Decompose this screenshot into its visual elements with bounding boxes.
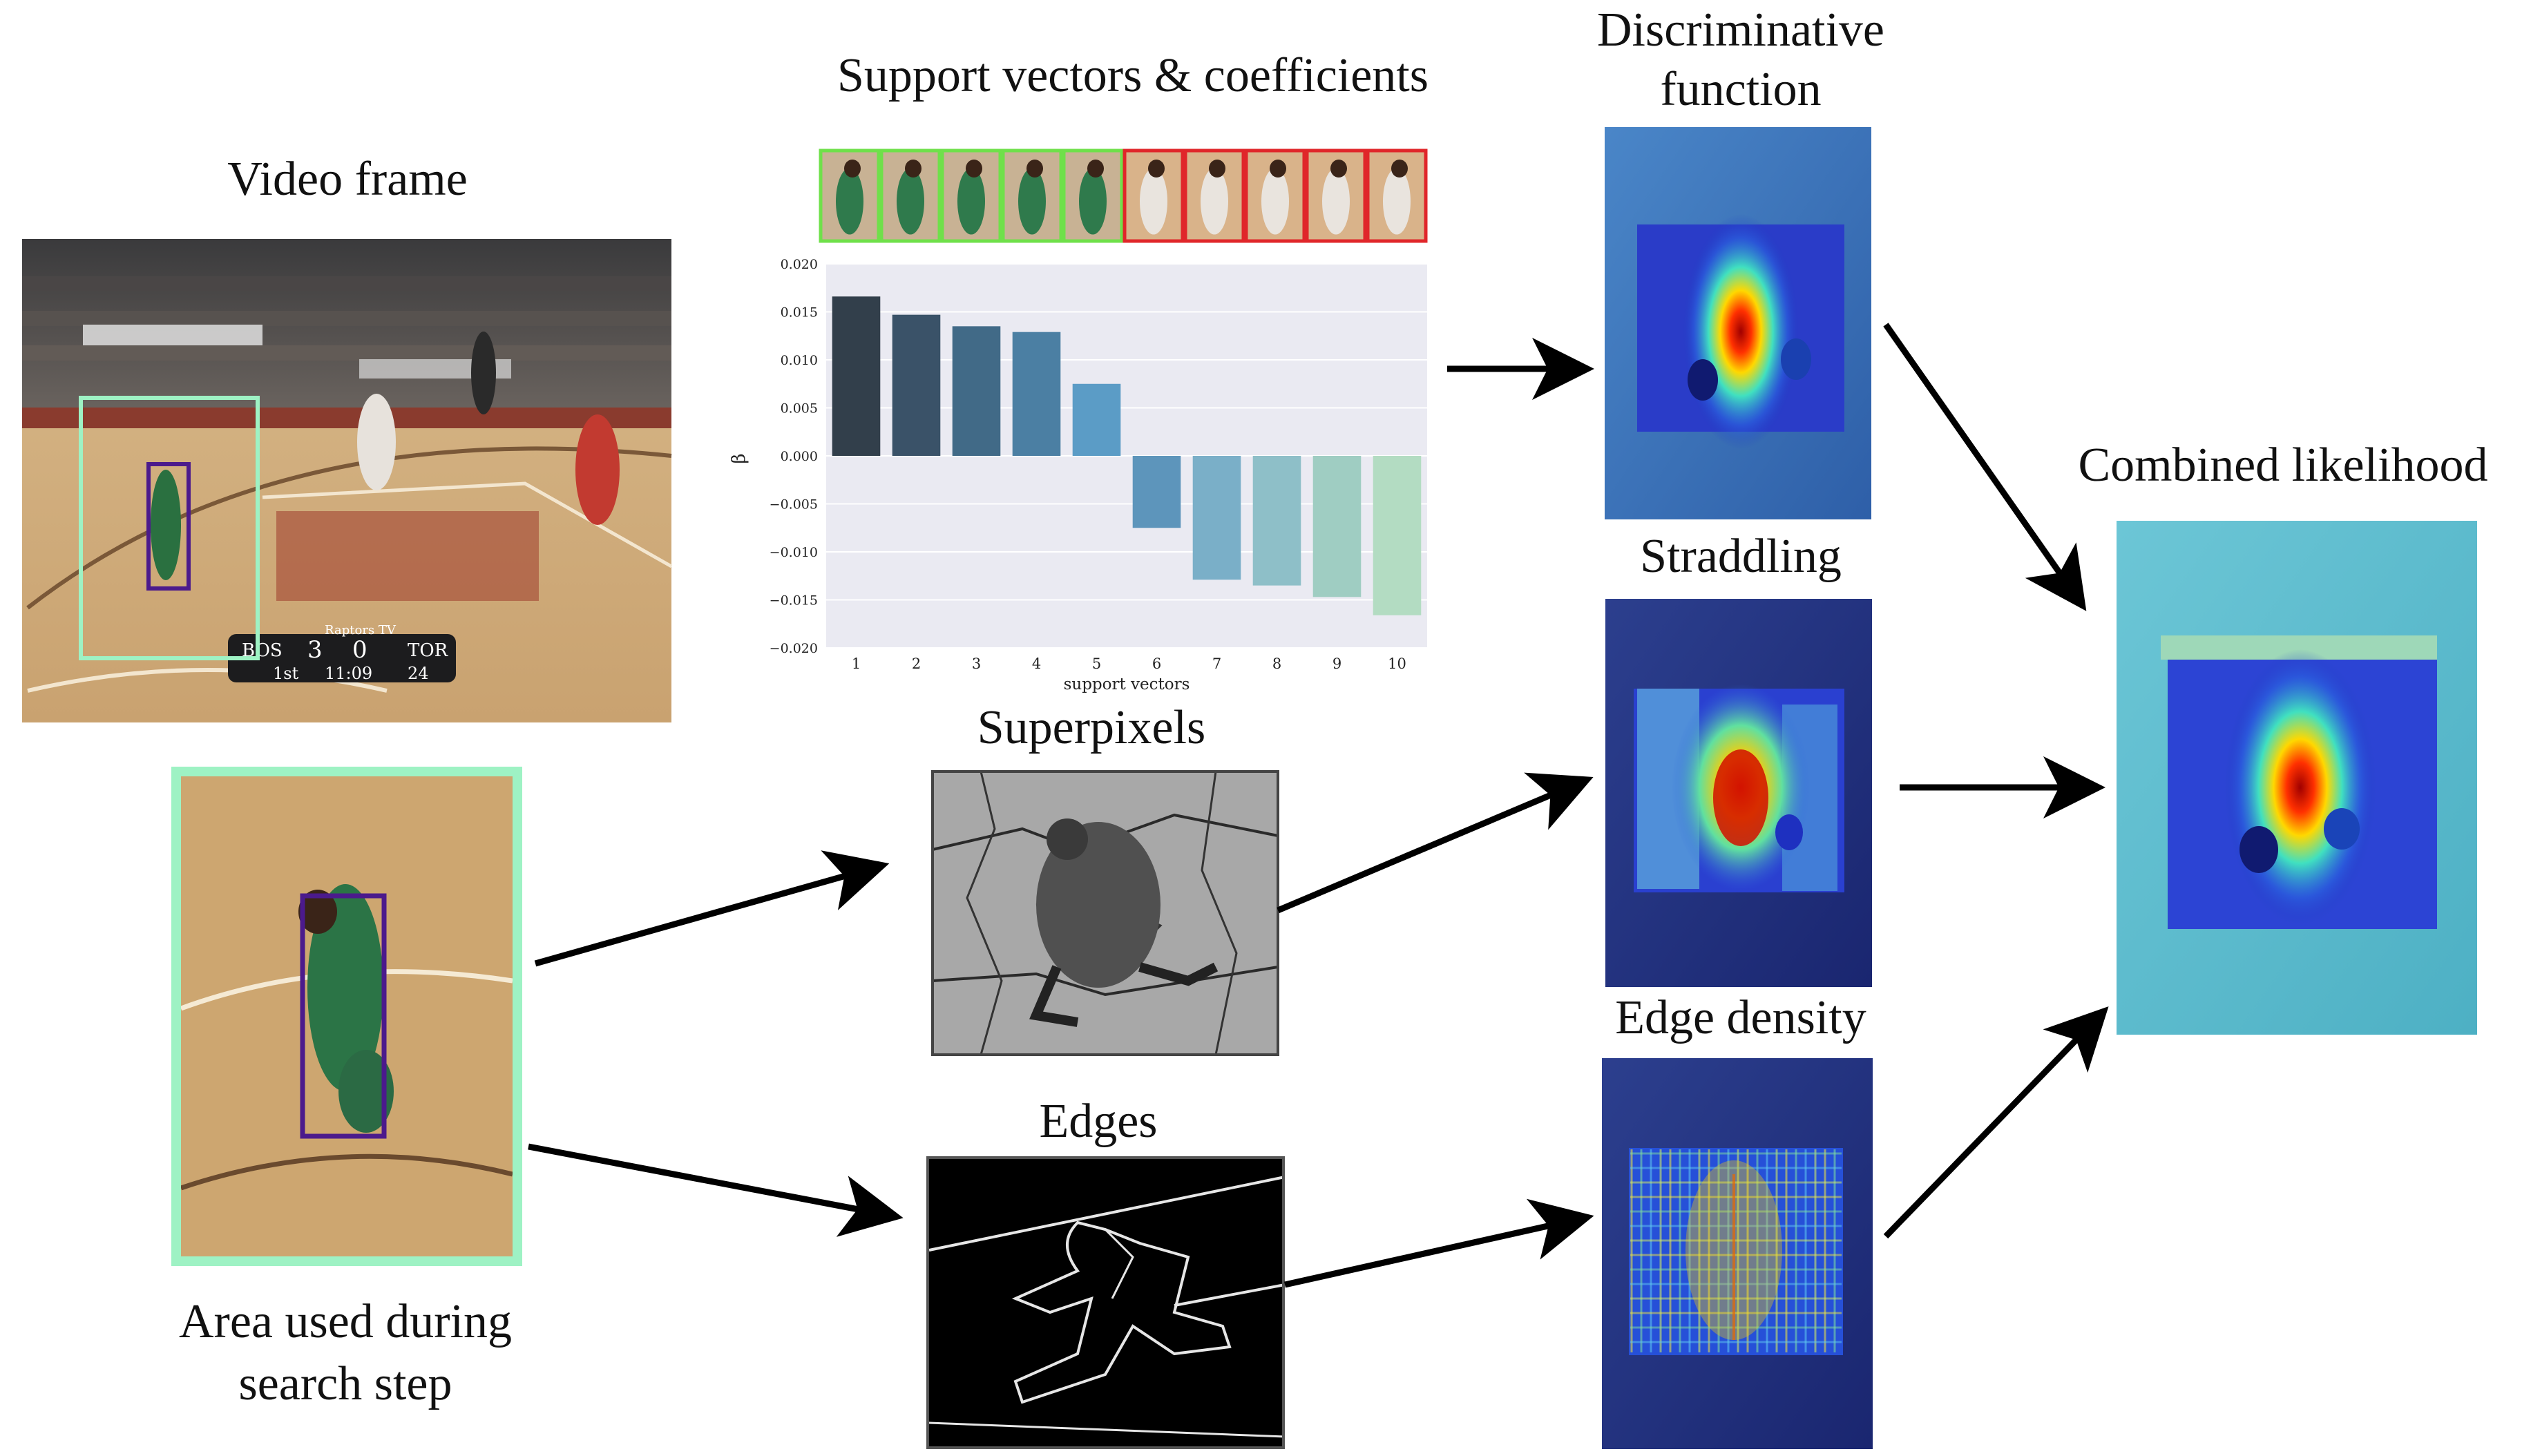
chart-x-tick-label: 2 [912, 655, 921, 672]
discriminative-label-line1: Discriminative [1596, 3, 1884, 57]
chart-x-tick-label: 6 [1152, 655, 1161, 672]
support-vector-thumb [1001, 149, 1063, 243]
scoreboard-right-team: TOR [408, 640, 449, 661]
video-frame-image: BOS 3 0 TOR 1st 11:09 24 Raptors TV [22, 239, 673, 722]
chart-bar [952, 326, 1001, 456]
arrow-edges-to-edge-density [1284, 1198, 1594, 1288]
search-area-crop [171, 767, 522, 1266]
support-vector-thumb [1366, 149, 1428, 243]
chart-bar [1312, 456, 1362, 597]
chart-x-tick-label: 1 [852, 655, 861, 672]
arrow-superpixels-to-straddling [1277, 772, 1594, 914]
discriminative-function-map [1605, 127, 1871, 519]
arrow-area-to-superpixels [534, 850, 890, 967]
chart-bar [1072, 383, 1121, 456]
chart-bar [1192, 456, 1241, 580]
chart-bar [1373, 456, 1422, 615]
support-vector-thumb [1305, 149, 1367, 243]
scoreboard-network: Raptors TV [325, 623, 397, 638]
edge-density-label: Edge density [1615, 991, 1866, 1044]
chart-x-tick-label: 9 [1333, 655, 1341, 672]
combined-likelihood-label: Combined likelihood [2078, 439, 2488, 492]
chart-bar [892, 314, 941, 456]
coefficient-bar-chart: 0.020 0.015 0.010 0.005 0.000 −0.005 −0.010 −0.… [729, 257, 1427, 693]
flow-arrows [528, 323, 2109, 1288]
edge-density-map [1602, 1058, 1873, 1449]
scoreboard-shot-clock: 24 [408, 664, 429, 683]
arrow-edge-density-to-combined [1883, 1006, 2109, 1239]
chart-x-ticks: 1 2 3 4 5 6 7 8 9 10 [852, 655, 1406, 672]
support-vector-thumb [940, 149, 1002, 243]
search-area-border [171, 767, 522, 1266]
discriminative-label-line2: function [1660, 63, 1822, 116]
chart-bar [1132, 456, 1181, 528]
search-area-box [79, 396, 260, 660]
chart-x-tick-label: 5 [1092, 655, 1101, 672]
chart-bars [832, 296, 1422, 615]
edges-image [926, 1156, 1286, 1449]
support-vector-thumb [1123, 149, 1185, 243]
support-vector-thumb [879, 149, 942, 243]
chart-x-tick-label: 8 [1272, 655, 1281, 672]
edges-label: Edges [1039, 1095, 1158, 1148]
straddling-label: Straddling [1640, 530, 1842, 583]
support-vectors-label: Support vectors & coefficients [837, 49, 1429, 102]
superpixels-image [931, 770, 1279, 1056]
support-vector-strip [819, 149, 1428, 243]
chart-x-tick-label: 10 [1388, 655, 1406, 672]
combined-likelihood-map [2117, 521, 2477, 1035]
scoreboard-quarter: 1st [273, 664, 299, 683]
chart-y-tick-label: −0.020 [770, 641, 818, 656]
chart-y-label: β [729, 453, 749, 463]
chart-x-label: support vectors [1064, 676, 1190, 693]
chart-y-tick-label: 0.005 [781, 401, 818, 416]
chart-x-tick-label: 7 [1212, 655, 1221, 672]
chart-y-tick-label: −0.015 [770, 593, 818, 609]
chart-y-tick-label: −0.005 [770, 497, 818, 513]
arrow-discriminative-to-combined [1883, 323, 2087, 611]
chart-x-tick-label: 3 [972, 655, 981, 672]
straddling-map [1605, 599, 1872, 987]
chart-x-tick-label: 4 [1032, 655, 1041, 672]
chart-y-tick-label: 0.020 [781, 257, 818, 272]
superpixels-label: Superpixels [977, 701, 1206, 754]
area-label-line1: Area used during [178, 1295, 513, 1348]
arrow-area-to-edges [528, 1143, 904, 1237]
target-box [146, 462, 191, 591]
video-frame-label: Video frame [227, 153, 468, 206]
chart-bar [1012, 332, 1061, 456]
chart-y-tick-label: 0.015 [781, 305, 818, 320]
search-target-box [300, 893, 387, 1139]
chart-bar [832, 296, 881, 456]
chart-y-tick-label: −0.010 [770, 545, 818, 560]
chart-y-tick-label: 0.000 [781, 449, 818, 464]
support-vector-thumb [1183, 149, 1245, 243]
area-label-line2: search step [238, 1357, 452, 1410]
support-vector-thumb [1244, 149, 1306, 243]
scoreboard-clock: 11:09 [325, 664, 372, 683]
scoreboard-right-score: 0 [352, 636, 367, 664]
chart-y-ticks: 0.020 0.015 0.010 0.005 0.000 −0.005 −0.010 −0.… [770, 257, 818, 656]
chart-y-tick-label: 0.010 [781, 353, 818, 368]
chart-bar [1252, 456, 1301, 586]
support-vector-thumb [819, 149, 881, 243]
scoreboard-left-score: 3 [307, 636, 323, 664]
support-vector-thumb [1062, 149, 1124, 243]
